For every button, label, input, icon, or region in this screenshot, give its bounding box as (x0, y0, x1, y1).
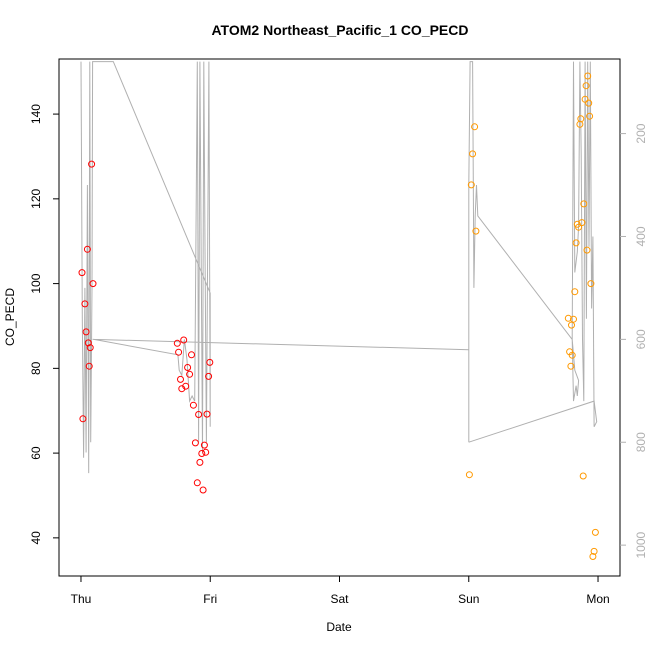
x-tick-label: Sun (458, 592, 479, 606)
data-point (182, 382, 190, 390)
data-point (193, 479, 201, 487)
data-point (467, 181, 475, 189)
secondary-series-line (80, 61, 598, 474)
data-point (465, 471, 473, 479)
data-point (82, 328, 90, 336)
data-point (580, 200, 588, 208)
y2-tick-label: 400 (634, 226, 648, 246)
data-point (590, 547, 598, 555)
x-tick-label: Sat (330, 592, 349, 606)
data-point (578, 219, 586, 227)
data-point (175, 348, 183, 356)
y-tick-label: 80 (29, 361, 43, 375)
data-point (84, 339, 92, 347)
data-point (206, 358, 214, 366)
y2-tick-label: 800 (634, 432, 648, 452)
x-tick-label: Thu (71, 592, 92, 606)
data-point (471, 123, 479, 131)
data-point (83, 245, 91, 253)
y-tick-label: 60 (29, 446, 43, 460)
data-point (583, 246, 591, 254)
y2-tick-label: 600 (634, 329, 648, 349)
chart-title: ATOM2 Northeast_Pacific_1 CO_PECD (211, 22, 468, 38)
data-point (202, 448, 210, 456)
data-point (570, 315, 577, 323)
x-tick-label: Fri (203, 592, 217, 606)
data-point (568, 351, 576, 359)
plot-area (78, 61, 599, 560)
data-point (575, 223, 583, 231)
data-point (571, 288, 579, 296)
data-point (173, 339, 181, 347)
data-point (188, 351, 195, 359)
x-tick-label: Mon (586, 592, 609, 606)
data-point (86, 344, 94, 352)
data-point (89, 280, 97, 288)
data-point (177, 375, 184, 383)
data-point (568, 321, 575, 329)
data-point (186, 370, 194, 378)
data-point (85, 362, 93, 370)
y-tick-label: 120 (29, 189, 43, 209)
data-point (191, 439, 199, 447)
data-point (198, 450, 206, 457)
data-point (587, 280, 595, 288)
data-point (199, 486, 207, 494)
data-point (586, 112, 594, 120)
data-point (205, 372, 213, 380)
data-point (184, 364, 192, 371)
data-point (582, 82, 590, 90)
x-axis-label: Date (326, 620, 352, 634)
data-point (589, 553, 597, 560)
data-point (472, 227, 480, 235)
data-point (567, 362, 575, 370)
data-point (78, 269, 86, 277)
y-tick-label: 40 (29, 531, 43, 545)
y-tick-label: 140 (29, 104, 43, 124)
data-point (572, 239, 580, 247)
data-point (88, 160, 96, 168)
y-tick-label: 100 (29, 273, 43, 293)
y2-tick-label: 200 (634, 123, 648, 143)
data-point (195, 411, 203, 418)
data-point (189, 401, 197, 409)
data-point (200, 441, 208, 449)
data-point (79, 415, 87, 423)
y2-tick-label: 1000 (634, 531, 648, 558)
data-point (581, 95, 589, 103)
data-point (469, 150, 477, 158)
data-point (196, 458, 204, 466)
data-point (564, 314, 572, 322)
data-point (591, 528, 599, 536)
data-point (577, 115, 585, 123)
data-point (585, 99, 593, 107)
data-point (579, 472, 587, 480)
data-point (203, 410, 211, 418)
data-point (584, 72, 592, 80)
data-point (81, 300, 89, 308)
y-axis-label: CO_PECD (3, 288, 17, 346)
data-point (180, 336, 188, 344)
